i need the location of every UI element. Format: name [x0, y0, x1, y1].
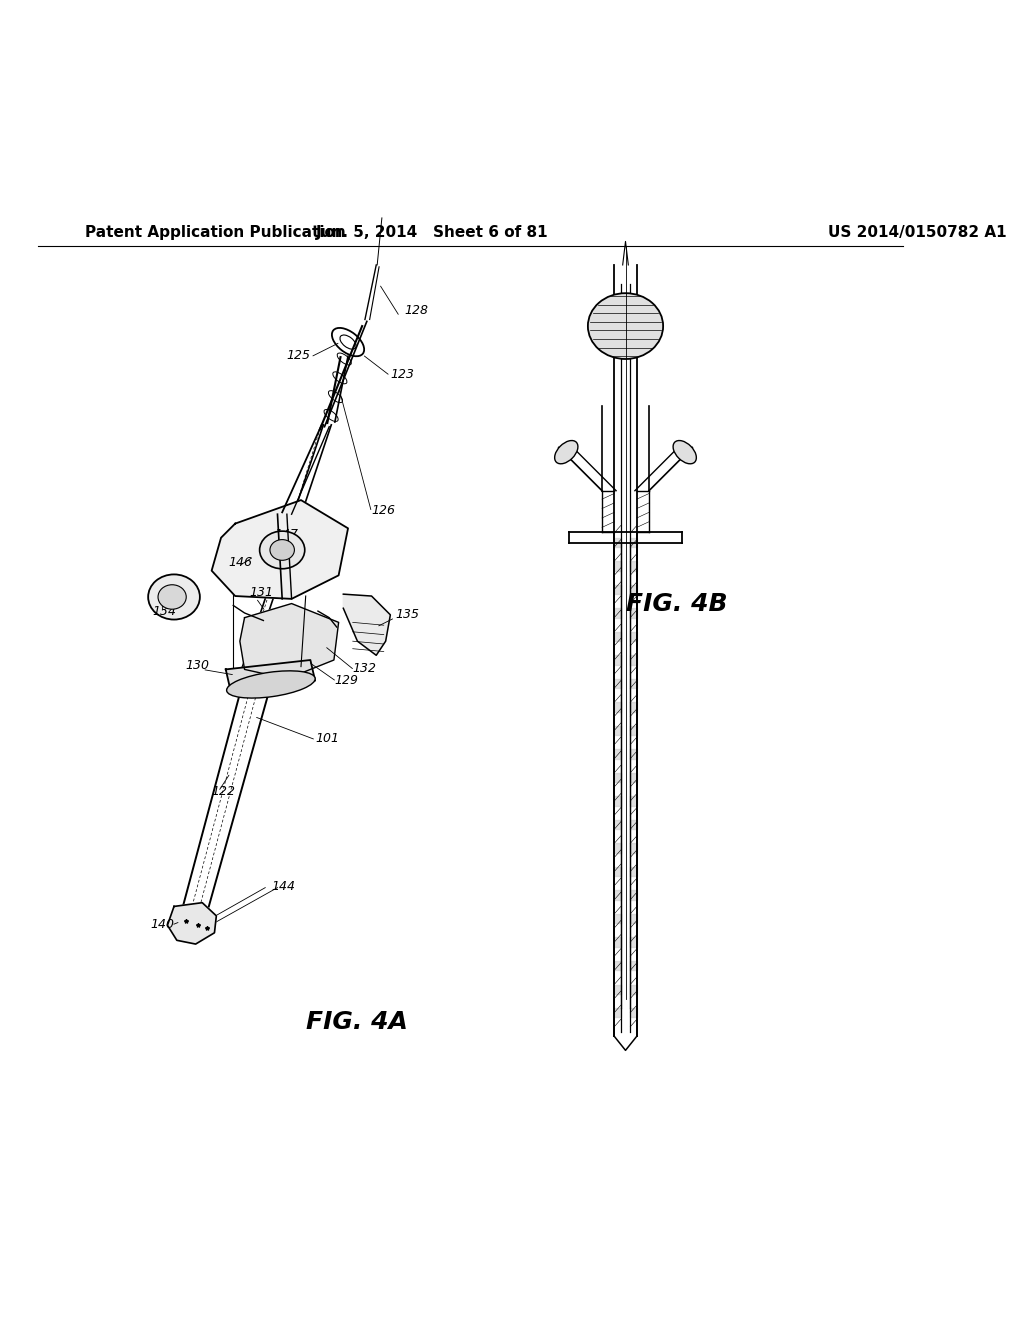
Text: 144: 144: [271, 880, 295, 894]
Text: 101: 101: [315, 731, 339, 744]
Ellipse shape: [260, 531, 305, 569]
Text: 147: 147: [274, 528, 299, 541]
Text: 123: 123: [390, 368, 415, 380]
Text: 128: 128: [404, 304, 428, 317]
Text: 122: 122: [212, 784, 236, 797]
Text: Patent Application Publication: Patent Application Publication: [85, 224, 345, 239]
Text: 132: 132: [352, 663, 377, 676]
Polygon shape: [225, 660, 315, 690]
Text: 130: 130: [185, 660, 209, 672]
Text: 134: 134: [153, 605, 176, 618]
Ellipse shape: [148, 574, 200, 619]
Text: FIG. 4B: FIG. 4B: [627, 591, 728, 615]
Text: 129: 129: [334, 673, 358, 686]
Text: 135: 135: [395, 607, 419, 620]
Ellipse shape: [226, 671, 315, 698]
Text: 131: 131: [249, 586, 273, 599]
Text: Jun. 5, 2014   Sheet 6 of 81: Jun. 5, 2014 Sheet 6 of 81: [316, 224, 549, 239]
Text: US 2014/0150782 A1: US 2014/0150782 A1: [827, 224, 1007, 239]
Ellipse shape: [588, 293, 664, 359]
Text: 126: 126: [372, 504, 395, 517]
Polygon shape: [212, 500, 348, 599]
Ellipse shape: [673, 441, 696, 463]
Polygon shape: [343, 594, 390, 655]
Polygon shape: [168, 903, 216, 944]
Text: FIG. 4A: FIG. 4A: [306, 1010, 409, 1034]
Ellipse shape: [555, 441, 578, 463]
Text: 125: 125: [287, 348, 311, 362]
Text: 140: 140: [151, 919, 174, 931]
Polygon shape: [240, 603, 339, 678]
Ellipse shape: [270, 540, 295, 560]
Ellipse shape: [158, 585, 186, 610]
Text: 146: 146: [228, 556, 253, 569]
